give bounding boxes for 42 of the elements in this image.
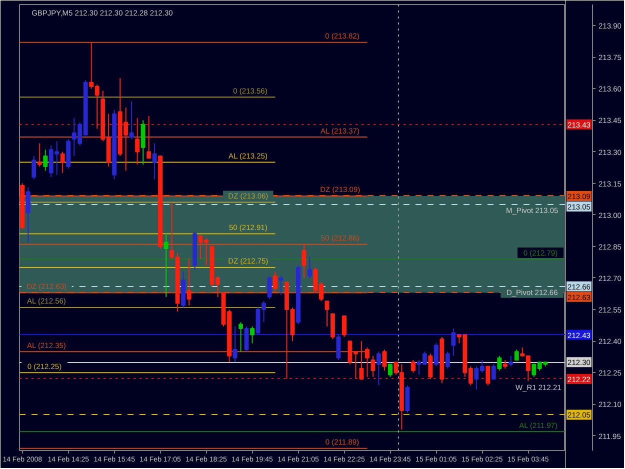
candlestick (330, 313, 335, 340)
candlestick (428, 353, 433, 380)
candlestick (140, 120, 146, 165)
candlestick (267, 275, 272, 300)
candlestick (129, 100, 134, 140)
candlestick (486, 366, 490, 386)
candlestick (370, 355, 376, 378)
candlestick (508, 355, 514, 367)
candlestick (376, 351, 381, 386)
candlestick (514, 349, 519, 361)
candlestick (26, 187, 30, 243)
candlestick (388, 364, 392, 378)
candlestick (410, 360, 416, 374)
candlestick (273, 271, 278, 294)
candlestick (364, 346, 370, 378)
candlestick (32, 155, 36, 180)
candlestick (60, 151, 65, 174)
candlestick (238, 322, 243, 352)
candlestick (43, 149, 48, 172)
candlestick (342, 315, 346, 338)
candlestick (164, 233, 168, 298)
candlestick (324, 300, 330, 327)
candlestick (152, 142, 157, 180)
candlestick (336, 334, 341, 361)
candlestick (434, 342, 438, 367)
candlestick (359, 340, 364, 380)
candlestick (405, 384, 410, 414)
candlestick (491, 364, 496, 380)
candlestick (250, 326, 254, 344)
candlestick (308, 256, 312, 278)
candlestick (244, 326, 249, 352)
candlestick (37, 142, 42, 167)
candlestick (302, 244, 306, 278)
candlestick (232, 326, 238, 363)
candlestick (445, 351, 450, 369)
candlestick (451, 328, 456, 356)
candlestick (278, 275, 284, 296)
candlestick (135, 118, 140, 165)
candlestick (146, 116, 152, 159)
candlestick (186, 258, 192, 306)
candlestick (497, 355, 502, 372)
candlestick (382, 349, 387, 372)
